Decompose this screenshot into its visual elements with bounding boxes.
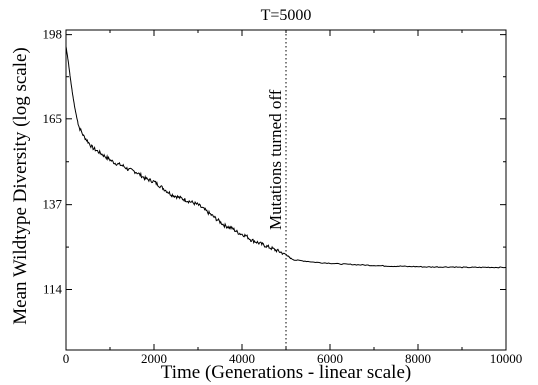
series-line-diversity	[65, 46, 507, 269]
y-tick-label: 165	[43, 111, 63, 126]
x-tick-label: 0	[63, 351, 70, 366]
mutations-off-annotation: Mutations turned off	[266, 89, 285, 230]
y-tick-label: 137	[43, 197, 63, 212]
y-tick-label: 198	[43, 27, 63, 42]
x-tick-label: 8000	[405, 351, 431, 366]
y-tick-label: 114	[43, 282, 63, 297]
x-tick-label: 10000	[490, 351, 523, 366]
x-axis-label: Time (Generations - linear scale)	[161, 362, 411, 383]
x-tick-label: 2000	[141, 351, 167, 366]
x-tick-label: 4000	[229, 351, 255, 366]
chart-title: T=5000	[261, 7, 312, 24]
y-axis-label: Mean Wildtype Diversity (log scale)	[10, 47, 31, 324]
x-tick-label: 6000	[317, 351, 343, 366]
